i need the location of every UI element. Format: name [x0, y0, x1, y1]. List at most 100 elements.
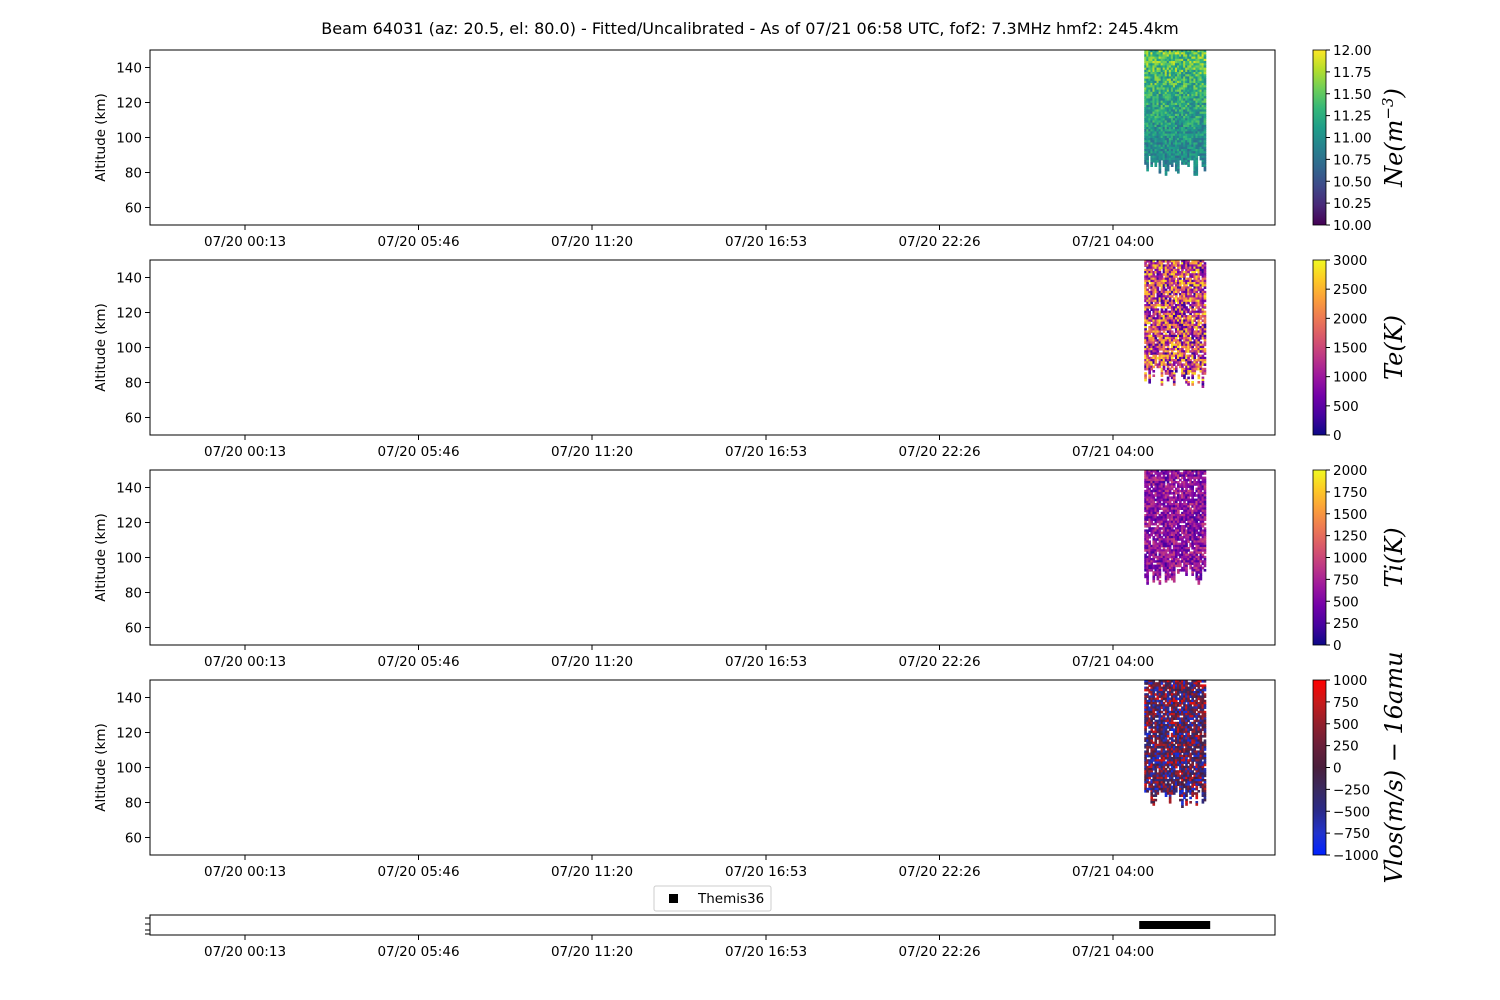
- heatmap-cell: [1164, 719, 1168, 723]
- heatmap-cell: [1144, 149, 1147, 152]
- heatmap-cell: [1160, 279, 1164, 283]
- heatmap-cell: [1156, 544, 1160, 548]
- heatmap-cell: [1172, 381, 1176, 384]
- heatmap-cell: [1164, 558, 1168, 561]
- heatmap-cell: [1203, 279, 1207, 283]
- heatmap-cell: [1160, 109, 1164, 112]
- colorbar-label: Ne(m−3): [1379, 88, 1408, 188]
- heatmap-cell: [1150, 710, 1154, 714]
- heatmap-cell: [1189, 514, 1192, 517]
- heatmap-cell: [1177, 511, 1180, 515]
- heatmap-cell: [1174, 542, 1178, 546]
- heatmap-cell: [1199, 569, 1203, 572]
- heatmap-cell: [1168, 151, 1172, 154]
- heatmap-cell: [1154, 516, 1158, 519]
- heatmap-cell: [1201, 135, 1205, 139]
- heatmap-cell: [1197, 356, 1201, 360]
- heatmap-cell: [1197, 144, 1201, 148]
- heatmap-cell: [1183, 374, 1186, 377]
- heatmap-cell: [1154, 732, 1158, 736]
- heatmap-cell: [1146, 531, 1149, 535]
- heatmap-cell: [1183, 536, 1186, 539]
- heatmap-cell: [1166, 763, 1170, 767]
- heatmap-cell: [1203, 124, 1207, 128]
- heatmap-cell: [1199, 146, 1203, 150]
- heatmap-cell: [1179, 264, 1182, 267]
- heatmap-cell: [1197, 138, 1201, 141]
- heatmap-cell: [1201, 271, 1205, 274]
- heatmap-cell: [1177, 334, 1180, 338]
- heatmap-cell: [1187, 558, 1190, 561]
- heatmap-cell: [1156, 352, 1160, 355]
- heatmap-cell: [1189, 476, 1192, 480]
- heatmap-cell: [1162, 750, 1166, 753]
- heatmap-cell: [1195, 549, 1199, 552]
- heatmap-cell: [1197, 109, 1201, 112]
- heatmap-cell: [1179, 89, 1182, 93]
- heatmap-cell: [1164, 372, 1168, 375]
- heatmap-cell: [1183, 113, 1186, 117]
- heatmap-cell: [1156, 157, 1160, 161]
- heatmap-cell: [1148, 680, 1151, 683]
- heatmap-cell: [1191, 476, 1194, 480]
- heatmap-cell: [1183, 555, 1186, 559]
- heatmap-cell: [1197, 306, 1201, 309]
- heatmap-cell: [1187, 89, 1190, 93]
- heatmap-cell: [1189, 542, 1192, 546]
- heatmap-cell: [1199, 520, 1203, 524]
- heatmap-cell: [1146, 282, 1149, 285]
- heatmap-cell: [1150, 116, 1154, 119]
- heatmap-cell: [1156, 498, 1160, 502]
- heatmap-cell: [1183, 509, 1186, 513]
- heatmap-cell: [1156, 275, 1160, 278]
- heatmap-cell: [1201, 334, 1205, 338]
- heatmap-cell: [1152, 61, 1156, 64]
- heatmap-cell: [1164, 129, 1168, 132]
- heatmap-cell: [1152, 748, 1156, 751]
- heatmap-cell: [1199, 496, 1203, 499]
- heatmap-cell: [1166, 536, 1170, 539]
- heatmap-cell: [1193, 470, 1197, 473]
- heatmap-cell: [1193, 350, 1197, 353]
- heatmap-cell: [1148, 787, 1151, 791]
- heatmap-cell: [1191, 544, 1194, 548]
- heatmap-cell: [1174, 533, 1178, 537]
- heatmap-cell: [1148, 494, 1151, 497]
- heatmap-cell: [1144, 363, 1147, 366]
- heatmap-cell: [1187, 337, 1190, 340]
- heatmap-cell: [1197, 61, 1201, 64]
- heatmap-cell: [1146, 312, 1149, 316]
- heatmap-cell: [1146, 776, 1149, 780]
- heatmap-cell: [1179, 301, 1182, 305]
- heatmap-cell: [1166, 133, 1170, 137]
- heatmap-cell: [1162, 684, 1166, 687]
- heatmap-cell: [1195, 264, 1199, 267]
- heatmap-cell: [1164, 732, 1168, 736]
- heatmap-cell: [1189, 98, 1192, 101]
- heatmap-cell: [1166, 699, 1170, 703]
- heatmap-cell: [1146, 67, 1149, 71]
- heatmap-cell: [1164, 774, 1168, 778]
- heatmap-cell: [1191, 63, 1194, 66]
- heatmap-cell: [1148, 330, 1151, 333]
- heatmap-cell: [1189, 107, 1192, 110]
- heatmap-cell: [1187, 67, 1190, 71]
- heatmap-cell: [1199, 317, 1203, 320]
- heatmap-cell: [1154, 507, 1158, 510]
- heatmap-cell: [1195, 109, 1199, 112]
- heatmap-cell: [1156, 279, 1160, 283]
- heatmap-cell: [1197, 275, 1201, 278]
- heatmap-cell: [1170, 507, 1174, 510]
- heatmap-cell: [1181, 531, 1184, 535]
- heatmap-cell: [1148, 688, 1151, 692]
- heatmap-cell: [1193, 542, 1197, 546]
- heatmap-cell: [1183, 474, 1186, 477]
- heatmap-cell: [1152, 803, 1156, 806]
- heatmap-cell: [1191, 560, 1194, 563]
- heatmap-cell: [1181, 487, 1184, 491]
- heatmap-cell: [1158, 540, 1162, 543]
- heatmap-cell: [1183, 505, 1186, 508]
- heatmap-cell: [1154, 527, 1158, 530]
- heatmap-cell: [1160, 105, 1164, 108]
- heatmap-cell: [1148, 264, 1151, 267]
